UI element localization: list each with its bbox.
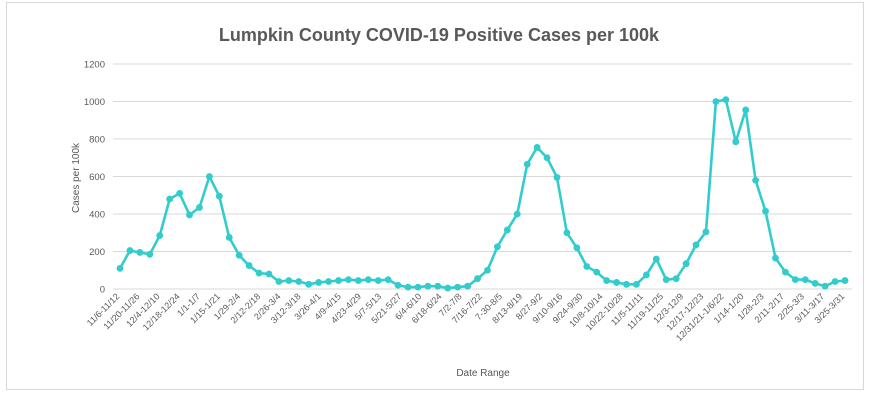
chart-title: Lumpkin County COVID-19 Positive Cases p… [219, 25, 660, 45]
data-point [275, 278, 283, 285]
data-point [513, 210, 521, 218]
data-point [831, 278, 839, 285]
data-point [791, 276, 799, 284]
data-point [493, 243, 501, 251]
data-point [225, 234, 233, 241]
data-point [782, 268, 789, 276]
data-point [255, 269, 263, 277]
data-point [235, 251, 243, 259]
data-point [186, 211, 193, 219]
data-point [474, 275, 481, 283]
data-point [454, 283, 462, 291]
y-tick-label: 0 [100, 285, 105, 296]
data-point [394, 281, 402, 289]
data-point [364, 276, 372, 284]
data-point [196, 204, 203, 211]
data-point [285, 277, 293, 284]
y-tick-label: 1000 [84, 97, 105, 108]
data-point [215, 192, 223, 200]
data-point [841, 277, 849, 284]
data-point [354, 277, 362, 284]
data-point [762, 207, 769, 215]
data-point [752, 176, 760, 184]
data-point [404, 283, 412, 291]
data-point [672, 275, 680, 283]
data-point [126, 247, 134, 254]
data-point [543, 154, 551, 162]
data-point [176, 189, 183, 197]
data-point [166, 195, 174, 203]
data-point [603, 277, 611, 284]
data-point [692, 241, 700, 249]
data-point [682, 260, 690, 268]
data-point [503, 226, 511, 234]
data-point [722, 96, 730, 104]
data-point [702, 228, 710, 236]
data-point [146, 250, 154, 258]
data-point [801, 276, 809, 284]
data-point [652, 255, 660, 263]
series-cases [116, 96, 849, 292]
y-axis-label: Cases per 100k [71, 142, 82, 213]
data-point [434, 282, 442, 290]
y-tick-label: 1200 [84, 60, 105, 71]
data-point [205, 173, 213, 180]
data-point [523, 160, 531, 168]
data-point [245, 262, 253, 269]
data-point [136, 249, 144, 256]
data-point [265, 270, 273, 278]
data-point [573, 244, 581, 252]
data-point [553, 174, 561, 181]
data-point [772, 254, 779, 262]
data-point [642, 271, 650, 279]
data-point [464, 282, 472, 290]
data-point [424, 282, 432, 290]
data-point [335, 277, 342, 284]
data-point [444, 284, 452, 292]
data-point [414, 283, 422, 291]
data-point [821, 282, 829, 290]
data-point [156, 232, 164, 239]
series-line [118, 98, 846, 290]
data-point [345, 276, 352, 284]
data-point [593, 268, 601, 276]
data-point [811, 279, 819, 287]
data-point [295, 278, 303, 285]
data-point [116, 264, 124, 272]
data-point [374, 277, 382, 284]
chart-frame: Lumpkin County COVID-19 Positive Cases p… [6, 2, 864, 390]
data-point [712, 98, 720, 105]
data-point [613, 279, 620, 286]
x-axis-label: Date Range [456, 368, 510, 379]
x-axis-ticks: 11/6-11/1211/20-11/2612/4-12/1012/18-12/… [85, 291, 847, 343]
gridlines [113, 63, 852, 290]
data-point [305, 280, 313, 288]
data-point [623, 280, 630, 288]
data-point [583, 263, 591, 270]
data-point [742, 106, 750, 114]
data-point [325, 278, 332, 285]
line-chart: Lumpkin County COVID-19 Positive Cases p… [71, 25, 852, 379]
data-point [384, 276, 392, 284]
data-point [732, 138, 740, 146]
y-axis-ticks: 0 200 400 600 800 1000 1200 [84, 60, 105, 296]
y-tick-label: 800 [89, 135, 105, 146]
data-point [315, 279, 323, 286]
data-point [563, 229, 571, 237]
data-point [484, 266, 491, 274]
data-point [662, 276, 670, 284]
y-tick-label: 200 [89, 247, 105, 258]
y-tick-label: 600 [89, 172, 105, 183]
y-tick-label: 400 [89, 210, 105, 221]
data-point [633, 280, 640, 288]
data-point [533, 144, 541, 151]
